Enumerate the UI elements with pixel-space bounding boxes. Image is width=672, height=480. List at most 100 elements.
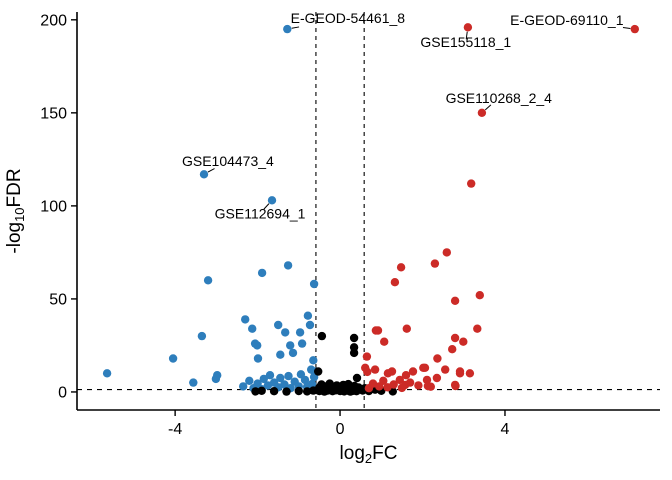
data-point-up: [379, 376, 388, 385]
annotation-leader: [465, 31, 468, 40]
data-point-up: [433, 354, 442, 363]
y-tick-label: 100: [40, 198, 67, 215]
data-point-up: [475, 291, 484, 300]
data-point-down: [253, 354, 263, 363]
data-point-down: [300, 375, 310, 385]
annotation-label: GSE104473_4: [182, 153, 274, 169]
data-point-ns: [251, 387, 260, 396]
data-point-up: [430, 259, 440, 268]
data-point-up: [389, 380, 398, 389]
data-point-up: [383, 369, 393, 378]
data-point-down: [276, 373, 285, 383]
data-point-down: [286, 341, 295, 350]
data-point-up: [401, 371, 411, 380]
data-point-down: [283, 261, 293, 270]
data-point-up: [459, 337, 468, 346]
data-point-down: [309, 356, 318, 365]
data-point-ns: [314, 367, 323, 376]
data-point-down: [102, 369, 112, 378]
data-point-up: [380, 337, 389, 346]
data-point-down: [241, 315, 250, 324]
data-point-down: [281, 328, 290, 337]
data-point-ns: [302, 387, 312, 396]
data-point-down: [189, 378, 198, 387]
data-point-down: [248, 324, 257, 333]
data-point-down: [253, 341, 262, 350]
data-point-down: [168, 354, 178, 363]
data-point-up: [363, 367, 372, 377]
annotation-label: GSE155118_1: [420, 34, 511, 50]
annotation-leader: [291, 26, 300, 29]
x-tick-label: -4: [168, 421, 182, 438]
annotation-leader: [263, 203, 270, 210]
data-point-up: [370, 365, 380, 374]
data-point-up: [390, 278, 400, 287]
data-point-up: [450, 296, 460, 305]
annotation-label: GSE110268_2_4: [446, 90, 553, 106]
data-point-up: [630, 24, 639, 34]
data-point-up: [402, 324, 411, 333]
data-point-down: [280, 380, 289, 389]
y-tick-label: 50: [49, 291, 67, 308]
data-point-down: [276, 350, 285, 359]
data-point-down: [309, 279, 319, 289]
data-point-down: [274, 320, 283, 330]
data-point-up: [426, 382, 435, 391]
data-point-up: [455, 367, 465, 376]
data-point-up: [371, 326, 381, 335]
x-tick-label: 0: [336, 421, 345, 438]
data-point-ns: [257, 386, 266, 395]
data-point-down: [213, 371, 222, 380]
data-point-ns: [269, 387, 279, 396]
x-axis-title: log2FC: [340, 443, 398, 466]
data-point-up: [441, 365, 450, 374]
data-point-down: [295, 328, 305, 337]
data-point-up: [451, 381, 460, 391]
data-point-up: [395, 375, 404, 385]
data-point-down: [307, 365, 316, 374]
data-point-up: [396, 263, 406, 272]
data-point-down: [265, 371, 275, 380]
y-tick-label: 0: [58, 384, 67, 401]
data-point-ns: [294, 386, 303, 396]
data-point-up: [432, 373, 442, 383]
data-point-down: [284, 371, 293, 381]
data-point-down: [245, 376, 254, 385]
data-point-down: [197, 331, 207, 341]
y-axis-title: -log10FDR: [4, 168, 27, 253]
data-point-up: [397, 383, 407, 393]
data-point-down: [307, 379, 317, 389]
data-point-up: [463, 23, 473, 32]
data-point-down: [283, 24, 292, 34]
data-point-down: [199, 170, 209, 179]
y-tick-label: 150: [40, 105, 67, 122]
data-point-down: [259, 374, 268, 384]
data-point-up: [477, 108, 487, 118]
annotation-leader: [622, 26, 631, 30]
data-point-up: [420, 363, 430, 372]
data-point-ns: [352, 373, 362, 383]
data-point-up: [408, 367, 418, 376]
x-tick-label: 4: [501, 421, 510, 438]
data-point-up: [450, 333, 460, 343]
data-point-ns: [282, 387, 291, 396]
annotation-label: E-GEOD-54461_8: [291, 10, 406, 26]
data-point-up: [414, 381, 423, 390]
data-point-down: [239, 382, 248, 391]
data-point-ns: [349, 348, 359, 358]
annotation-leader: [207, 168, 215, 173]
data-point-ns: [349, 333, 359, 343]
data-point-down: [305, 320, 315, 330]
data-point-down: [303, 311, 313, 320]
data-point-up: [405, 378, 415, 387]
data-point-up: [465, 369, 475, 378]
data-point-down: [203, 276, 213, 285]
data-point-down: [257, 268, 267, 278]
y-tick-label: 200: [40, 12, 67, 29]
data-point-up: [473, 324, 482, 333]
data-point-up: [362, 352, 372, 361]
data-point-ns: [317, 331, 327, 341]
data-point-down: [267, 196, 277, 205]
